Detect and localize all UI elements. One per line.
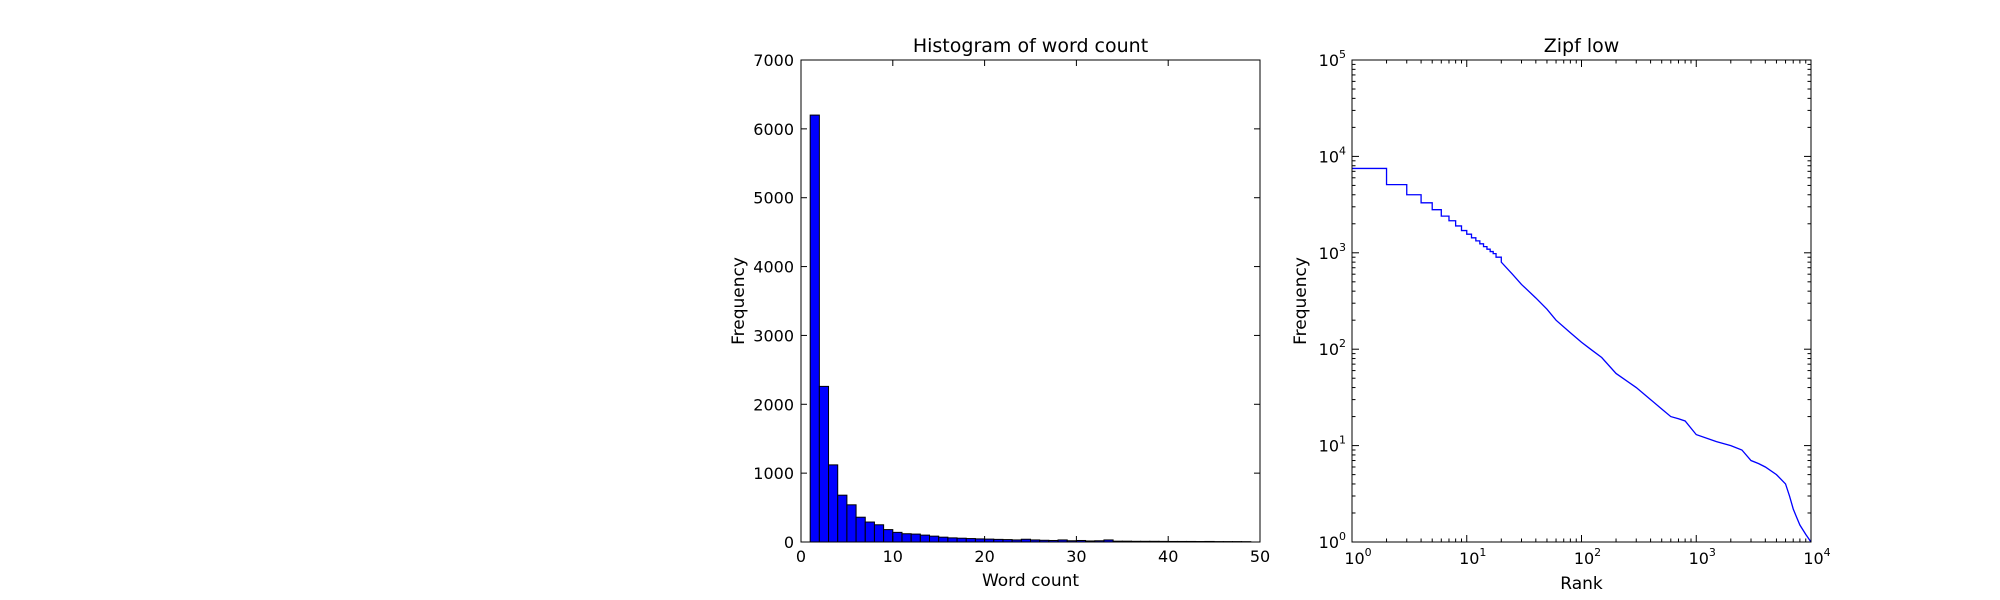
histogram-y-tick-label: 2000 [753,395,794,414]
histogram-chart: 0 10 20 30 40 50 0 1000 2000 3000 4000 5000 6000 7000… [729,35,1270,591]
histogram-y-tick-label: 5000 [753,189,794,208]
histogram-bar [818,385,830,543]
histogram-bar [873,524,885,543]
histogram-bar [828,464,839,543]
histogram-bar [901,533,912,543]
zipf-series-line [1352,167,1812,543]
histogram-y-tick-label: 7000 [753,51,794,70]
zipf-x-tick-label: 104 [1803,546,1830,568]
histogram-bar [892,531,903,543]
zipf-x-tick-label: 103 [1689,546,1716,568]
histogram-x-tick-label: 30 [1066,547,1086,566]
histogram-bar [864,521,875,543]
zipf-x-label: Rank [1560,574,1603,594]
histogram-bar [919,534,931,543]
zipf-y-tick-label: 104 [1319,144,1346,166]
zipf-y-tick-label: 102 [1319,337,1346,359]
histogram-y-label: Frequency [729,257,749,345]
histogram-x-label: Word count [982,571,1079,591]
histogram-bar [846,504,857,543]
zipf-y-label: Frequency [1291,257,1311,345]
histogram-x-tick-label: 50 [1250,547,1270,566]
histogram-bar [929,535,940,543]
zipf-chart: 100 101 102 103 104 100 101 102 103 104 105 Zipf l… [1291,35,1831,594]
zipf-y-tick-label: 100 [1319,530,1346,552]
histogram-y-tick-label: 6000 [753,120,794,139]
histogram-x-tick-label: 40 [1158,547,1178,566]
zipf-x-tick-label: 100 [1344,546,1371,568]
histogram-x-tick-label: 10 [883,547,903,566]
zipf-y-tick-label: 101 [1319,434,1346,456]
histogram-x-tick-label: 20 [974,547,994,566]
zipf-frame [1351,59,1812,543]
zipf-title: Zipf low [1544,35,1620,57]
zipf-plot-area [1352,60,1811,542]
histogram-y-tick-label: 1000 [753,464,794,483]
zipf-y-tick-label: 103 [1319,241,1346,263]
histogram-frame [800,59,1261,543]
histogram-bar [947,537,958,543]
histogram-y-tick-label: 4000 [753,258,794,277]
histogram-bar [938,536,949,543]
histogram-bar [956,537,967,543]
histogram-bar [855,516,866,543]
histogram-bar [910,533,921,543]
zipf-x-tick-label: 102 [1574,546,1601,568]
zipf-x-tick-label: 101 [1459,546,1486,568]
histogram-y-tick-label: 0 [784,533,794,552]
zipf-y-tick-label: 105 [1319,48,1346,70]
histogram-x-tick-label: 0 [796,547,806,566]
histogram-bar [837,494,848,543]
histogram-bar [965,538,976,543]
histogram-plot-area [801,60,1260,542]
histogram-bar [883,529,894,543]
histogram-y-tick-label: 3000 [753,326,794,345]
zipf-ticks: 100 101 102 103 104 100 101 102 103 104 105 [1319,48,1831,568]
histogram-bars [809,114,1252,543]
histogram-title: Histogram of word count [913,35,1148,57]
histogram-ticks: 0 10 20 30 40 50 0 1000 2000 3000 4000 5000 6000 7000 [753,51,1270,566]
histogram-bar [809,114,820,543]
